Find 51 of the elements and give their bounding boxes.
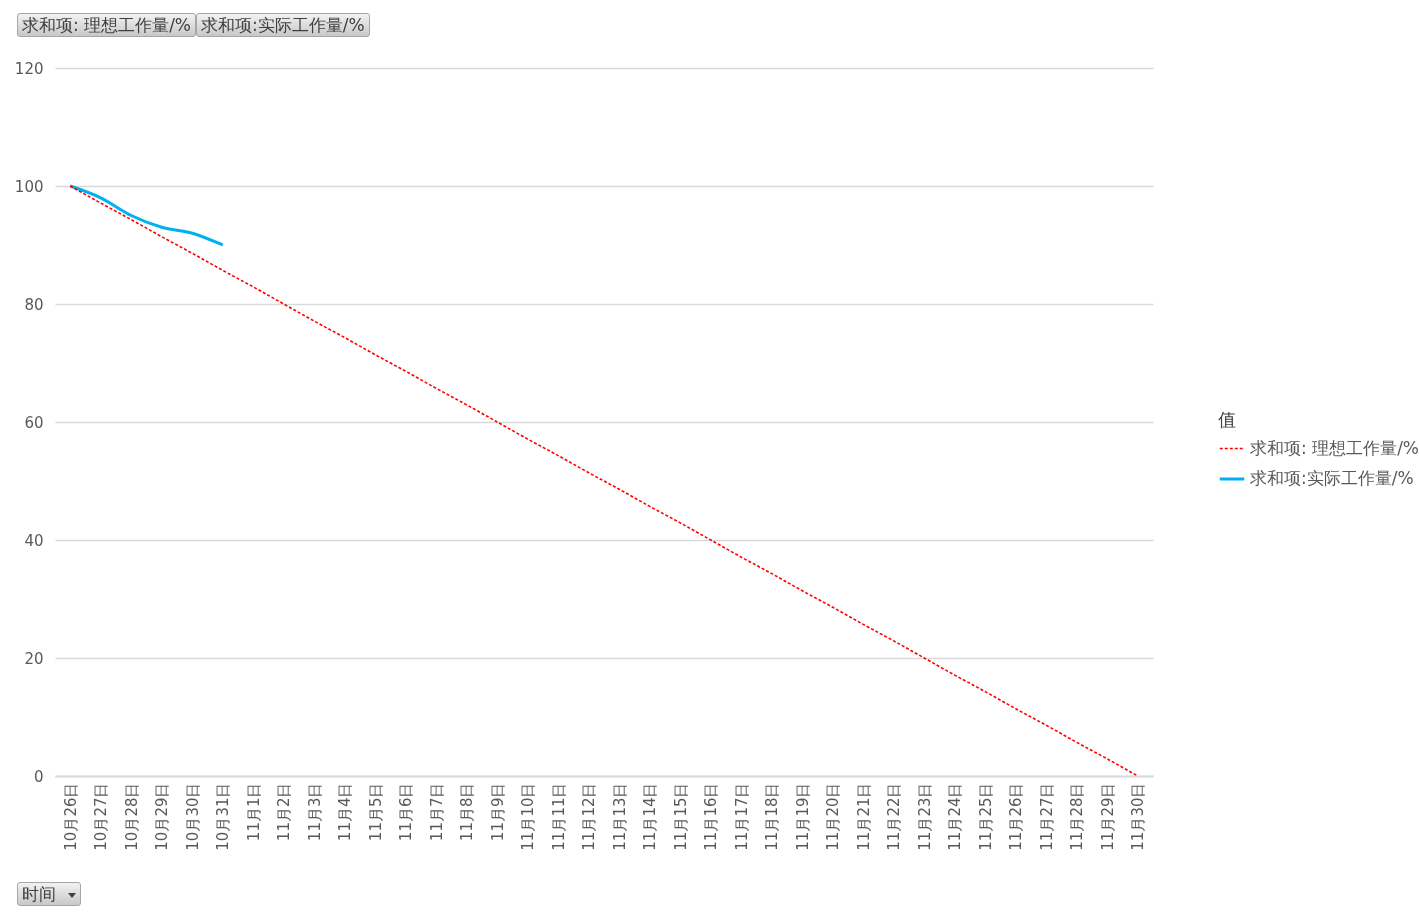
- x-tick-label: 11月4日: [336, 782, 355, 842]
- x-tick-label: 11月15日: [671, 782, 690, 851]
- y-tick-label: 20: [24, 649, 44, 668]
- x-tick-label: 10月29日: [153, 782, 172, 851]
- x-tick-label: 11月18日: [763, 782, 782, 851]
- x-tick-label: 11月7日: [427, 782, 446, 842]
- x-tick-label: 11月28日: [1068, 782, 1087, 851]
- x-tick-label: 11月11日: [549, 782, 568, 851]
- x-tick-label: 11月25日: [976, 782, 995, 851]
- x-tick-label: 11月6日: [397, 782, 416, 842]
- y-tick-label: 40: [24, 531, 44, 550]
- x-tick-label: 11月21日: [854, 782, 873, 851]
- x-tick-label: 11月13日: [610, 782, 629, 851]
- x-tick-label: 11月2日: [275, 782, 294, 842]
- y-tick-label: 60: [24, 413, 44, 432]
- x-tick-label: 11月10日: [519, 782, 538, 851]
- legend-label: 求和项:实际工作量/%: [1250, 468, 1414, 488]
- y-tick-label: 100: [14, 177, 44, 196]
- x-tick-label: 11月24日: [946, 782, 965, 851]
- x-tick-label: 11月9日: [488, 782, 507, 842]
- x-tick-label: 11月16日: [702, 782, 721, 851]
- x-tick-label: 11月17日: [732, 782, 751, 851]
- x-tick-label: 11月22日: [885, 782, 904, 851]
- x-tick-label: 11月5日: [366, 782, 385, 842]
- line-series: [69, 185, 1139, 777]
- x-tick-label: 11月1日: [244, 782, 263, 842]
- x-tick-label: 11月20日: [824, 782, 843, 851]
- x-tick-label: 11月12日: [580, 782, 599, 851]
- text: 求和项:实际工作量/%: [196, 13, 370, 37]
- line-series: [68, 184, 225, 247]
- x-tick-label: 11月8日: [458, 782, 477, 842]
- x-tick-label: 10月28日: [122, 782, 141, 851]
- x-tick-label: 11月3日: [305, 782, 324, 842]
- text: 求和项: 理想工作量/%: [17, 13, 197, 37]
- y-tick-label: 120: [14, 59, 44, 78]
- legend-title: 值: [1218, 409, 1236, 430]
- x-tick-label: 10月26日: [61, 782, 80, 851]
- legend-label: 求和项: 理想工作量/%: [1250, 437, 1419, 458]
- x-tick-label: 11月19日: [793, 782, 812, 851]
- x-tick-label: 11月29日: [1098, 782, 1117, 851]
- x-tick-label: 11月27日: [1037, 782, 1056, 851]
- x-tick-label: 11月26日: [1007, 782, 1026, 851]
- x-tick-label: 10月27日: [92, 782, 111, 851]
- y-tick-label: 0: [33, 767, 44, 786]
- x-axis-title: 时间: [22, 884, 56, 904]
- x-tick-label: 10月30日: [183, 782, 202, 851]
- y-tick-label: 80: [24, 295, 44, 314]
- x-tick-label: 10月31日: [214, 782, 233, 851]
- x-tick-label: 11月23日: [915, 782, 934, 851]
- x-tick-label: 11月30日: [1129, 782, 1148, 851]
- x-tick-label: 11月14日: [641, 782, 660, 851]
